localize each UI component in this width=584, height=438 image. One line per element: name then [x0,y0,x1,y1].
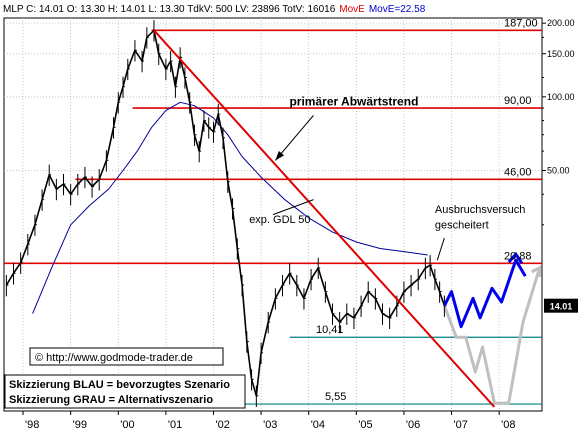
level-label: 5,55 [325,391,346,403]
x-tick-label: '04 [311,419,325,431]
level-label: 46,00 [504,166,532,178]
x-tick-label: '98 [25,419,39,431]
header-part: MovE [339,4,365,15]
legend-gray-text: Skizzierung GRAU = Alternativszenario [9,394,213,406]
gdl-connector [272,199,314,216]
annotation: exp. GDL 50 [249,214,310,226]
annotation: gescheitert [435,219,489,231]
breakout-connector [436,237,445,261]
x-tick-label: '01 [168,419,182,431]
x-tick-label: '07 [454,419,468,431]
blue-arrow-head [507,251,524,265]
x-tick-label: '00 [120,419,134,431]
copyright-text: © http://www.godmode-trader.de [35,352,193,364]
header-part: MovE=22.58 [369,4,426,15]
series-line [5,29,446,397]
copyright-box [29,347,224,366]
series-line [442,267,542,405]
level-label: 20,88 [504,250,532,262]
notes: © http://www.godmode-trader.de Skizzierun… [4,347,246,409]
plot-area: '98 '99 '00 '01 '02 '03 '04 '05 '06 '07 '08 200.00 1… [3,17,578,431]
x-tick-label: '02 [215,419,229,431]
y-tick-label: 200.00 [547,18,575,28]
legend-box [4,374,246,409]
last-price-box [544,298,578,313]
x-tick-label: '99 [73,419,87,431]
y-tick-label: 50.00 [547,165,570,175]
annotation: primärer Abwärtstrend [289,95,418,109]
y-tick-label: 150.00 [547,49,575,59]
x-tick-label: '05 [358,419,372,431]
header-part: MLP C: 14.01 O: 13.30 H: 14.01 L: 13.30 … [3,4,336,15]
annotation: Ausbruchsversuch [435,204,526,216]
y-tick-label: 100.00 [547,92,575,102]
level-label: 10,41 [316,324,344,336]
gray-arrow-head [530,265,542,277]
x-tick-label: '08 [501,419,515,431]
trendline [153,29,496,408]
chart-header: MLP C: 14.01 O: 13.30 H: 14.01 L: 13.30 … [3,4,426,15]
level-label: 187,00 [504,17,538,29]
series-line [443,258,527,329]
legend-blue-text: Skizzierung BLAU = bevorzugtes Szenario [9,379,230,391]
x-tick-label: '06 [406,419,420,431]
x-tick-label: '03 [263,419,277,431]
last-price-label: 14.01 [550,302,573,312]
annotation-arrow-head [275,150,285,161]
level-label: 90,00 [504,95,532,107]
annotation-arrow [274,115,314,161]
